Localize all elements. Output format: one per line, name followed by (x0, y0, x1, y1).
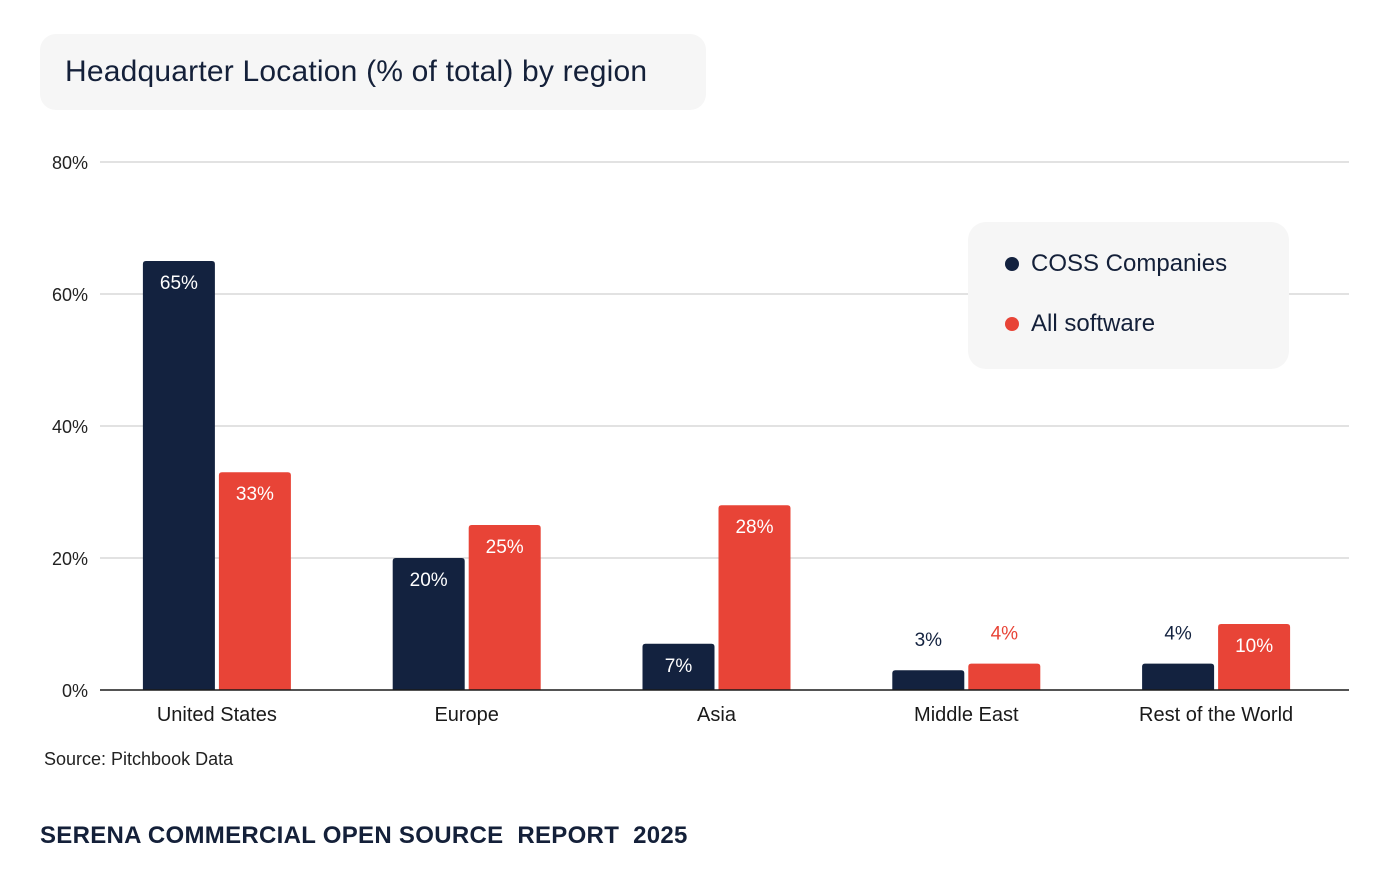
data-label-coss-europe: 20% (410, 570, 448, 591)
data-label-all-software-united-states: 33% (236, 484, 274, 505)
y-tick-label-20: 20% (52, 549, 88, 569)
legend-item-all-software: All software (1005, 310, 1155, 338)
data-label-coss-rest-of-the-world: 4% (1164, 624, 1192, 645)
legend-swatch-all-software (1005, 317, 1019, 331)
data-label-all-software-middle-east: 4% (991, 624, 1019, 645)
legend-swatch-coss (1005, 257, 1019, 271)
chart-title-box: Headquarter Location (% of total) by reg… (40, 34, 706, 110)
data-label-coss-middle-east: 3% (915, 630, 943, 651)
x-tick-label-europe: Europe (434, 704, 499, 726)
legend: COSS Companies All software (968, 222, 1289, 369)
bar-all-software-united-states (218, 472, 291, 690)
x-tick-label-united-states: United States (157, 704, 277, 726)
data-label-all-software-europe: 25% (486, 537, 524, 558)
bar-coss-asia (642, 643, 715, 690)
bar-coss-middle-east (892, 670, 965, 690)
data-label-all-software-asia: 28% (735, 517, 773, 538)
x-tick-label-middle-east: Middle East (914, 704, 1019, 726)
bar-coss-rest-of-the-world (1142, 663, 1215, 690)
legend-item-coss: COSS Companies (1005, 250, 1227, 278)
bar-coss-europe (392, 558, 465, 690)
report-footer: SERENA COMMERCIAL OPEN SOURCE REPORT 202… (40, 822, 688, 849)
legend-label-coss: COSS Companies (1031, 250, 1228, 277)
data-label-coss-united-states: 65% (160, 273, 198, 294)
bar-all-software-europe (468, 525, 541, 690)
source-note: Source: Pitchbook Data (44, 749, 234, 769)
legend-label-all-software: All software (1031, 310, 1156, 337)
x-tick-label-rest-of-the-world: Rest of the World (1139, 704, 1293, 726)
bar-coss-united-states (142, 261, 215, 690)
bar-all-software-asia (718, 505, 791, 690)
y-tick-label-0: 0% (62, 681, 88, 701)
bar-all-software-rest-of-the-world (1218, 624, 1291, 690)
y-tick-label-40: 40% (52, 417, 88, 437)
y-tick-label-80: 80% (52, 153, 88, 173)
x-tick-label-asia: Asia (697, 704, 737, 726)
y-tick-label-60: 60% (52, 285, 88, 305)
bar-all-software-middle-east (968, 663, 1041, 690)
chart-title: Headquarter Location (% of total) by reg… (65, 55, 648, 88)
data-label-coss-asia: 7% (665, 656, 693, 677)
data-label-all-software-rest-of-the-world: 10% (1235, 636, 1273, 657)
